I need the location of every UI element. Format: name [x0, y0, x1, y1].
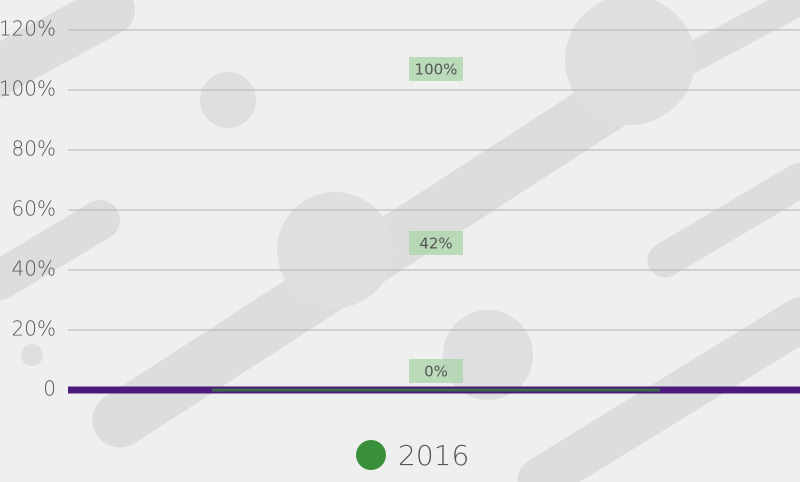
value-label: 0% [424, 363, 448, 381]
value-label: 42% [419, 235, 452, 253]
legend-label: 2016 [398, 439, 469, 472]
y-tick-label: 100% [0, 77, 56, 101]
legend-marker [356, 440, 386, 470]
bar [212, 389, 660, 392]
y-tick-label: 40% [12, 257, 56, 281]
y-tick-label: 60% [12, 197, 56, 221]
y-tick-label: 120% [0, 17, 56, 41]
y-tick-label: 20% [12, 317, 56, 341]
y-tick-label: 0 [43, 377, 56, 401]
chart: 0 20% 40% 60% 80% 100% 120% 0% 100% 42% 2016 [0, 0, 800, 482]
background-decoration [0, 0, 800, 480]
y-tick-label: 80% [12, 137, 56, 161]
value-label: 100% [415, 61, 458, 79]
